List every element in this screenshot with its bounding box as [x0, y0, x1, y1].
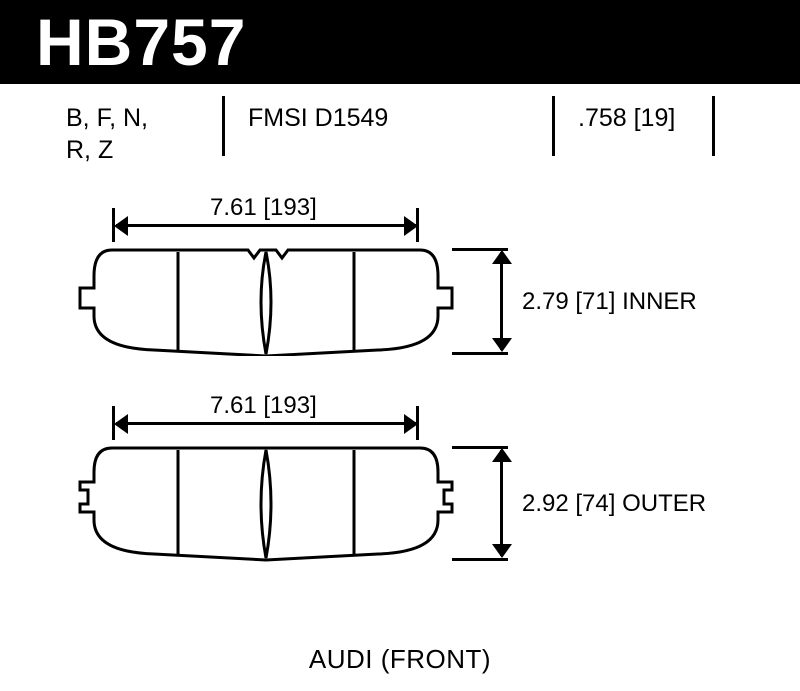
outer-height-tick-bottom	[452, 558, 508, 561]
outer-width-label: 7.61 [193]	[210, 392, 317, 420]
inner-width-arrow	[116, 224, 416, 227]
inner-height-arrow	[500, 252, 503, 350]
spec-divider-2	[552, 96, 555, 156]
spec-divider-1	[222, 96, 225, 156]
spec-codes-line1: B, F, N,	[66, 102, 148, 134]
outer-pad-shape	[78, 444, 454, 562]
spec-row: B, F, N, R, Z FMSI D1549 .758 [19]	[0, 96, 800, 170]
inner-pad-shape	[78, 246, 454, 356]
header-bar: HB757	[0, 0, 800, 84]
spec-codes: B, F, N, R, Z	[66, 102, 148, 166]
diagram-area: 7.61 [193] 2.79 [71] INNER 7.61 [193] 2.…	[0, 196, 800, 636]
spec-divider-3	[712, 96, 715, 156]
inner-height-label: 2.79 [71] INNER	[522, 288, 697, 316]
outer-width-arrow	[116, 422, 416, 425]
outer-height-arrow	[500, 450, 503, 556]
inner-height-tick-bottom	[452, 352, 508, 355]
application-label: AUDI (FRONT)	[0, 644, 800, 675]
spec-thickness: .758 [19]	[578, 102, 675, 134]
spec-fmsi: FMSI D1549	[248, 102, 388, 134]
part-number: HB757	[36, 4, 246, 80]
spec-codes-line2: R, Z	[66, 134, 148, 166]
outer-height-label: 2.92 [74] OUTER	[522, 490, 706, 518]
inner-width-label: 7.61 [193]	[210, 194, 317, 222]
